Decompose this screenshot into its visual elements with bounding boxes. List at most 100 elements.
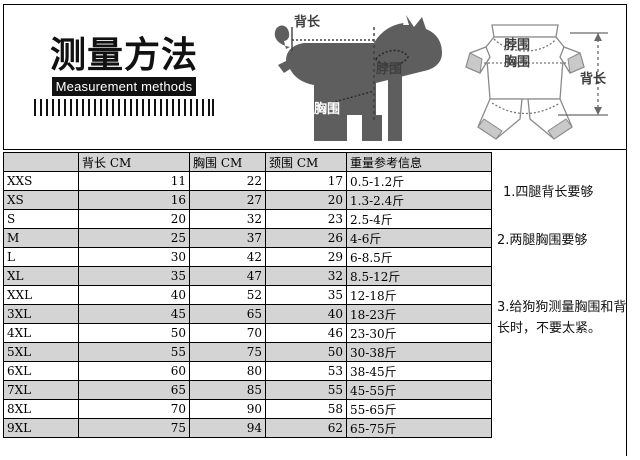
cell-neck: 62 [265, 418, 347, 438]
cell-weight: 0.5-1.2斤 [346, 171, 492, 191]
illustration-band: 测量方法 Measurement methods [3, 4, 627, 150]
cell-chest: 22 [189, 171, 266, 191]
size-table-head: 背长 CM 胸围 CM 颈围 CM 重量参考信息 [3, 152, 492, 172]
dog-label-back-length: 背长 [294, 15, 321, 30]
header-chest: 胸围 CM [189, 152, 266, 172]
table-row: S 20 32 23 2.5-4斤 [3, 209, 492, 229]
dog-label-neck: 脖围 [376, 62, 403, 77]
cell-back-length: 75 [78, 418, 190, 438]
header-weight: 重量参考信息 [346, 152, 492, 172]
dog-silhouette-icon [274, 15, 442, 141]
cell-size: 8XL [3, 399, 79, 419]
cell-back-length: 40 [78, 285, 190, 305]
page-title: 测量方法 [49, 35, 198, 76]
cell-weight: 6-8.5斤 [346, 247, 492, 267]
cell-size: 5XL [3, 342, 79, 362]
table-row: 7XL 65 85 55 45-55斤 [3, 380, 492, 400]
page-subtitle: Measurement methods [51, 77, 197, 96]
dog-measurement-diagram: 背长 脖围 胸围 [256, 11, 456, 149]
cell-neck: 26 [265, 228, 347, 248]
cell-size: XL [3, 266, 79, 286]
cell-neck: 40 [265, 304, 347, 324]
cell-neck: 23 [265, 209, 347, 229]
cell-back-length: 11 [78, 171, 190, 191]
cell-chest: 94 [189, 418, 266, 438]
cell-size: XS [3, 190, 79, 210]
cell-chest: 37 [189, 228, 266, 248]
cell-chest: 85 [189, 380, 266, 400]
garment-measurement-diagram: 脖围 胸围 背长 [462, 11, 626, 149]
cell-neck: 55 [265, 380, 347, 400]
cell-neck: 46 [265, 323, 347, 343]
cell-back-length: 45 [78, 304, 190, 324]
garment-label-neck: 脖围 [504, 38, 531, 53]
title-block: 测量方法 Measurement methods [29, 37, 219, 116]
cell-weight: 4-6斤 [346, 228, 492, 248]
cell-chest: 90 [189, 399, 266, 419]
cell-back-length: 70 [78, 399, 190, 419]
cell-neck: 20 [265, 190, 347, 210]
table-row: XL 35 47 32 8.5-12斤 [3, 266, 492, 286]
cell-back-length: 50 [78, 323, 190, 343]
header-neck: 颈围 CM [265, 152, 347, 172]
table-row: 5XL 55 75 50 30-38斤 [3, 342, 492, 362]
cell-neck: 17 [265, 171, 347, 191]
table-row: XXS 11 22 17 0.5-1.2斤 [3, 171, 492, 191]
cell-back-length: 60 [78, 361, 190, 381]
table-row: 9XL 75 94 62 65-75斤 [3, 418, 492, 438]
table-row: XS 16 27 20 1.3-2.4斤 [3, 190, 492, 210]
note-item-3: 3.给狗狗测量胸围和背长时，不要太紧。 [497, 300, 627, 336]
cell-weight: 18-23斤 [346, 304, 492, 324]
cell-back-length: 30 [78, 247, 190, 267]
header-row: 背长 CM 胸围 CM 颈围 CM 重量参考信息 [3, 152, 492, 172]
cell-back-length: 55 [78, 342, 190, 362]
cell-weight: 65-75斤 [346, 418, 492, 438]
cell-weight: 23-30斤 [346, 323, 492, 343]
cell-size: 3XL [3, 304, 79, 324]
cell-size: S [3, 209, 79, 229]
subtitle-wrap: Measurement methods [29, 75, 219, 96]
figure-right-border [626, 4, 627, 456]
cell-chest: 80 [189, 361, 266, 381]
cell-size: XXL [3, 285, 79, 305]
cell-back-length: 65 [78, 380, 190, 400]
cell-weight: 8.5-12斤 [346, 266, 492, 286]
cell-chest: 70 [189, 323, 266, 343]
cell-weight: 12-18斤 [346, 285, 492, 305]
cell-back-length: 16 [78, 190, 190, 210]
cell-weight: 45-55斤 [346, 380, 492, 400]
table-row: XXL 40 52 35 12-18斤 [3, 285, 492, 305]
note-item-1: 1.四腿背长要够 [503, 185, 594, 200]
garment-label-back-length: 背长 [580, 72, 607, 87]
cell-neck: 58 [265, 399, 347, 419]
size-table-area: 背长 CM 胸围 CM 颈围 CM 重量参考信息 XXS 11 22 17 0.5-1.… [3, 152, 492, 438]
cell-chest: 42 [189, 247, 266, 267]
garment-label-chest: 胸围 [504, 55, 531, 70]
cell-weight: 2.5-4斤 [346, 209, 492, 229]
garment-outline-icon [465, 24, 608, 140]
cell-neck: 53 [265, 361, 347, 381]
ruler-icon [29, 99, 219, 116]
table-row: M 25 37 26 4-6斤 [3, 228, 492, 248]
table-row: L 30 42 29 6-8.5斤 [3, 247, 492, 267]
cell-chest: 52 [189, 285, 266, 305]
cell-back-length: 25 [78, 228, 190, 248]
cell-neck: 35 [265, 285, 347, 305]
cell-size: 7XL [3, 380, 79, 400]
note-item-2: 2.两腿胸围要够 [497, 233, 588, 248]
cell-chest: 32 [189, 209, 266, 229]
header-size [3, 152, 79, 172]
cell-chest: 65 [189, 304, 266, 324]
table-row: 3XL 45 65 40 18-23斤 [3, 304, 492, 324]
table-row: 6XL 60 80 53 38-45斤 [3, 361, 492, 381]
cell-back-length: 20 [78, 209, 190, 229]
cell-chest: 47 [189, 266, 266, 286]
cell-weight: 30-38斤 [346, 342, 492, 362]
dog-label-chest: 胸围 [314, 102, 341, 117]
cell-size: 4XL [3, 323, 79, 343]
cell-size: XXS [3, 171, 79, 191]
header-back-length: 背长 CM [78, 152, 190, 172]
cell-size: L [3, 247, 79, 267]
cell-size: 9XL [3, 418, 79, 438]
